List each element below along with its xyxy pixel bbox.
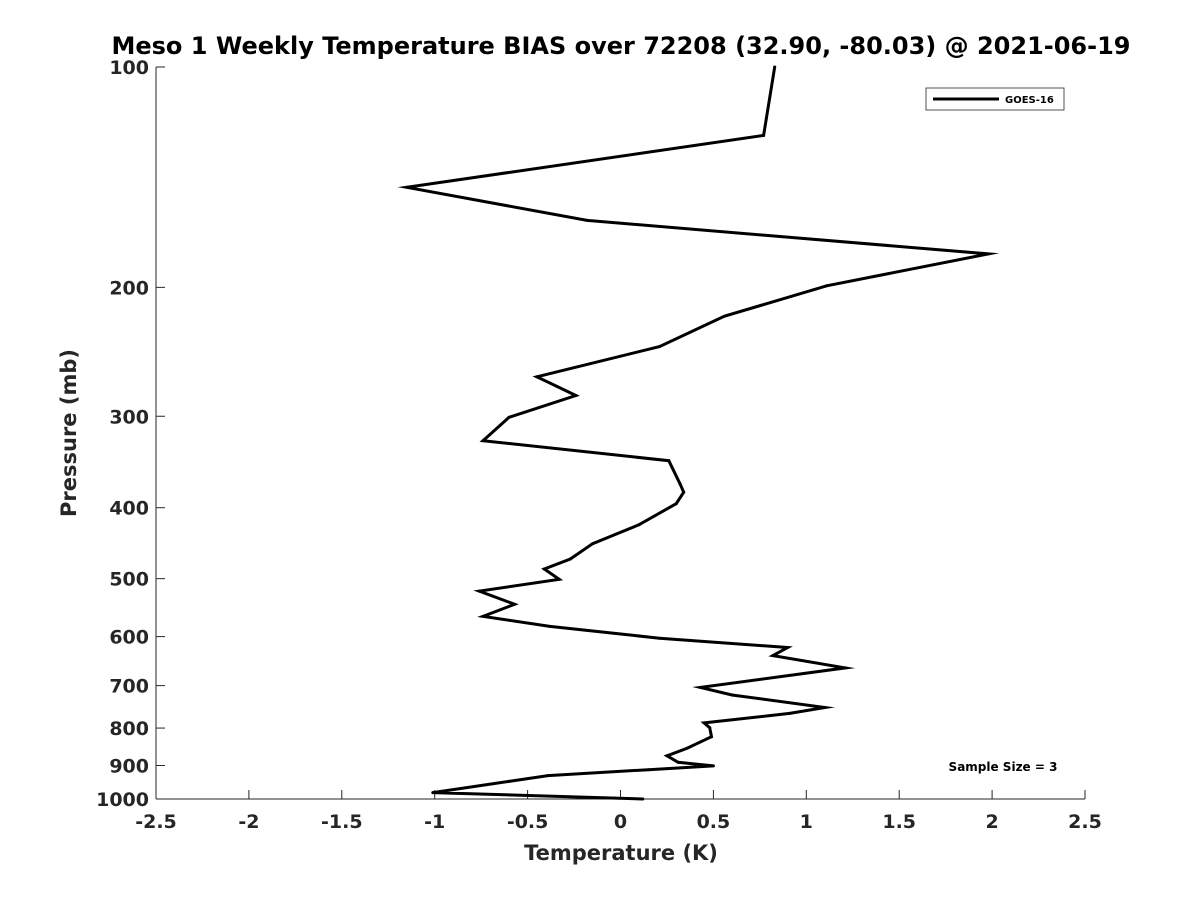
x-tick-label-0: 0: [614, 811, 627, 833]
data-point-0-27: [771, 654, 775, 658]
data-point-0-36: [685, 746, 689, 750]
data-point-0-10: [507, 415, 511, 419]
y-tick-label-900: 900: [109, 756, 149, 778]
data-point-0-30: [730, 693, 734, 697]
data-point-0-5: [825, 284, 829, 288]
data-point-0-35: [710, 735, 713, 739]
data-point-0-23: [481, 614, 485, 618]
x-tick-label-neg-1: -1: [424, 811, 445, 833]
y-tick-label-700: 700: [109, 676, 149, 698]
data-point-0-8: [535, 375, 539, 379]
x-tick-label-1: 1: [800, 811, 813, 833]
data-point-0-43: [431, 791, 435, 795]
y-tick-label-500: 500: [109, 569, 149, 591]
data-point-0-39: [711, 764, 715, 768]
data-point-0-12: [667, 459, 671, 463]
y-tick-label-1000: 1000: [96, 789, 149, 811]
x-tick-label-neg-1p5: -1.5: [321, 811, 363, 833]
sample-size-annotation: Sample Size = 3: [949, 760, 1058, 774]
data-point-0-11: [481, 439, 485, 443]
data-point-0-25: [658, 636, 661, 640]
data-point-0-32: [788, 711, 792, 715]
data-point-0-17: [591, 542, 595, 546]
y-tick-label-200: 200: [109, 277, 149, 299]
data-point-0-41: [546, 774, 550, 778]
data-point-0-40: [646, 768, 650, 772]
x-tick-label-2: 2: [985, 811, 998, 833]
x-tick-label-1p5: 1.5: [882, 811, 916, 833]
data-point-0-4: [986, 252, 990, 256]
data-point-0-7: [658, 345, 661, 349]
data-point-0-9: [574, 394, 578, 397]
y-tick-label-100: 100: [109, 57, 149, 79]
y-tick-label-800: 800: [109, 718, 149, 740]
data-point-0-2: [405, 185, 409, 189]
data-point-0-37: [665, 754, 669, 758]
data-point-0-33: [702, 721, 706, 725]
data-point-0-28: [843, 666, 847, 670]
data-point-0-31: [823, 706, 827, 709]
plot-area: [156, 67, 1085, 799]
y-tick-label-600: 600: [109, 627, 149, 649]
series-layer: [397, 65, 1000, 801]
x-tick-label-neg-0p5: -0.5: [507, 811, 549, 833]
data-point-0-29: [698, 685, 702, 689]
data-point-0-16: [637, 523, 641, 527]
data-point-0-38: [676, 760, 680, 764]
y-tick-label-400: 400: [109, 498, 149, 520]
data-point-0-34: [708, 726, 712, 730]
y-tick-label-300: 300: [109, 406, 149, 428]
data-point-0-1: [762, 133, 766, 137]
x-tick-label-2p5: 2.5: [1068, 811, 1102, 833]
data-point-0-6: [723, 314, 726, 318]
data-point-0-21: [477, 589, 481, 593]
data-point-0-3: [585, 218, 589, 222]
data-point-0-19: [542, 567, 546, 571]
data-point-0-13: [678, 482, 682, 486]
data-point-0-14: [682, 490, 686, 494]
y-axis-label: Pressure (mb): [57, 349, 81, 517]
data-point-0-20: [557, 577, 561, 581]
x-axis-label: Temperature (K): [524, 841, 718, 865]
data-point-0-18: [568, 557, 572, 561]
data-point-0-26: [786, 646, 790, 649]
x-tick-label-neg-2p5: -2.5: [135, 811, 177, 833]
legend-entry-goes-16: GOES-16: [1005, 95, 1054, 106]
data-point-0-22: [513, 602, 517, 606]
data-point-0-24: [548, 624, 552, 628]
x-tick-label-neg-2: -2: [238, 811, 259, 833]
data-point-0-42: [507, 779, 511, 783]
chart-title: Meso 1 Weekly Temperature BIAS over 7220…: [111, 32, 1130, 60]
y-axis-ticks: 100 200 300 400 500 600 700 800 900 1000: [96, 57, 165, 811]
data-point-0-15: [674, 502, 678, 506]
data-point-0-0: [773, 65, 777, 69]
x-axis-ticks: -2.5 -2 -1.5 -1 -0.5 0 0.5 1 1.5 2 2.5: [135, 790, 1102, 833]
data-point-0-44: [641, 797, 645, 801]
x-tick-label-0p5: 0.5: [697, 811, 731, 833]
legend: GOES-16: [925, 87, 1065, 111]
